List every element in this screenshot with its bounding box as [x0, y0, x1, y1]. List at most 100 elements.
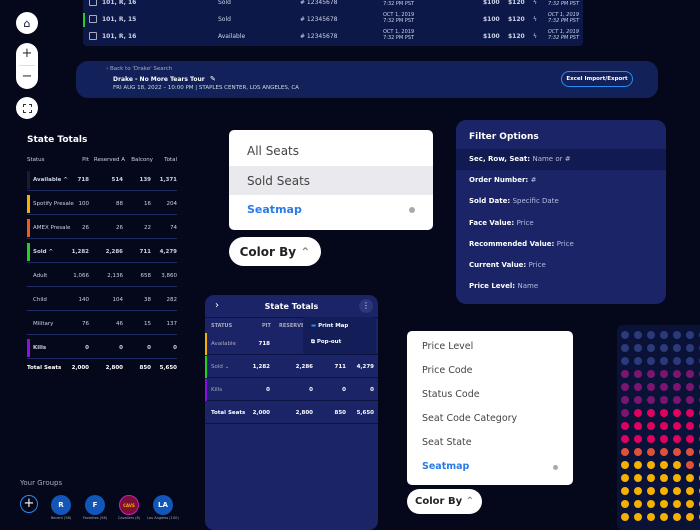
add-group-button[interactable]: +: [20, 495, 38, 513]
seat-dot[interactable]: [634, 435, 642, 443]
filter-field[interactable]: Recommended Value: Price: [456, 234, 666, 255]
seatmap[interactable]: [617, 325, 700, 530]
seat-dot[interactable]: [686, 513, 694, 521]
state-row[interactable]: Military 76 46 15 137: [27, 313, 177, 335]
seat-dot[interactable]: [660, 383, 668, 391]
seat-dot[interactable]: [634, 370, 642, 378]
seat-dot[interactable]: [660, 487, 668, 495]
seat-dot[interactable]: [634, 331, 642, 339]
seat-dot[interactable]: [660, 370, 668, 378]
row-checkbox[interactable]: [89, 32, 97, 40]
seat-dot[interactable]: [673, 383, 681, 391]
menu-print-map[interactable]: ▬ Print Map: [311, 323, 348, 329]
filter-field[interactable]: Order Number: #: [456, 170, 666, 191]
row-checkbox[interactable]: [89, 15, 97, 23]
state-row[interactable]: Kills 0 0 0 0: [27, 337, 177, 359]
seat-dot[interactable]: [634, 513, 642, 521]
seat-dot[interactable]: [634, 383, 642, 391]
seat-dot[interactable]: [673, 513, 681, 521]
seat-dot[interactable]: [647, 422, 655, 430]
seat-dot[interactable]: [647, 513, 655, 521]
state-row[interactable]: Adult 1,066 2,136 658 3,860: [27, 265, 177, 287]
seat-dot[interactable]: [660, 344, 668, 352]
option-all-seats[interactable]: All Seats: [247, 144, 300, 158]
seat-dot[interactable]: [686, 487, 694, 495]
seat-dot[interactable]: [673, 474, 681, 482]
color-by-option[interactable]: Status Code: [422, 389, 480, 400]
filter-field[interactable]: Face Value: Price: [456, 213, 666, 234]
row-checkbox[interactable]: [89, 0, 97, 6]
zoom-in-button[interactable]: +: [21, 46, 33, 61]
seat-dot[interactable]: [621, 331, 629, 339]
seat-dot[interactable]: [634, 461, 642, 469]
seat-dot[interactable]: [686, 383, 694, 391]
state-row[interactable]: Sold ^ 1,282 2,286 711 4,279: [27, 241, 177, 263]
seat-dot[interactable]: [634, 422, 642, 430]
seat-dot[interactable]: [621, 448, 629, 456]
seat-dot[interactable]: [621, 383, 629, 391]
option-sold-seats[interactable]: Sold Seats: [247, 174, 311, 188]
seat-dot[interactable]: [660, 409, 668, 417]
seat-dot[interactable]: [621, 357, 629, 365]
table-row[interactable]: 101, R, 16 Available # 12345678 $100 $120 OCT…: [83, 28, 583, 45]
color-by-option[interactable]: Price Level: [422, 341, 474, 352]
option-seatmap[interactable]: Seatmap: [247, 203, 302, 216]
filter-field[interactable]: Current Value: Price: [456, 255, 666, 276]
seat-dot[interactable]: [634, 474, 642, 482]
seat-dot[interactable]: [621, 500, 629, 508]
seat-dot[interactable]: [686, 396, 694, 404]
seat-dot[interactable]: [686, 461, 694, 469]
seat-dot[interactable]: [634, 487, 642, 495]
seat-dot[interactable]: [647, 448, 655, 456]
back-link[interactable]: ‹ Back to 'Drake' Search: [106, 66, 173, 72]
panel-total-row[interactable]: Total Seats 2,000 2,800 850 5,650: [205, 402, 378, 424]
group-avatar[interactable]: F: [85, 495, 105, 515]
color-by-option[interactable]: Price Code: [422, 365, 473, 376]
seat-dot[interactable]: [673, 461, 681, 469]
seat-dot[interactable]: [660, 461, 668, 469]
seat-dot[interactable]: [634, 448, 642, 456]
panel-state-row[interactable]: Sold ⌄ 1,282 2,286 711 4,279: [205, 356, 378, 378]
seat-dot[interactable]: [621, 409, 629, 417]
seat-dot[interactable]: [660, 448, 668, 456]
seat-dot[interactable]: [647, 435, 655, 443]
group-avatar[interactable]: CAVS: [119, 495, 139, 515]
seat-dot[interactable]: [673, 344, 681, 352]
table-row[interactable]: 101, R, 15 Sold # 12345678 $100 $120 OCT 1, 2…: [83, 11, 583, 28]
seat-dot[interactable]: [686, 409, 694, 417]
seat-dot[interactable]: [647, 461, 655, 469]
seat-dot[interactable]: [647, 357, 655, 365]
seat-dot[interactable]: [647, 500, 655, 508]
seat-dot[interactable]: [673, 370, 681, 378]
seat-dot[interactable]: [647, 344, 655, 352]
seat-dot[interactable]: [686, 500, 694, 508]
seat-dot[interactable]: [660, 396, 668, 404]
seat-dot[interactable]: [673, 448, 681, 456]
color-by-option[interactable]: Seat Code Category: [422, 413, 518, 424]
panel-state-row[interactable]: Available 718: [205, 333, 378, 355]
seat-dot[interactable]: [660, 435, 668, 443]
edit-icon[interactable]: ✎: [210, 75, 216, 83]
seat-dot[interactable]: [686, 331, 694, 339]
select-area-button[interactable]: [16, 97, 38, 119]
seat-dot[interactable]: [634, 396, 642, 404]
seat-dot[interactable]: [673, 396, 681, 404]
chevron-right-icon[interactable]: ›: [215, 300, 219, 311]
seat-dot[interactable]: [621, 422, 629, 430]
seat-dot[interactable]: [660, 500, 668, 508]
group-avatar[interactable]: R: [51, 495, 71, 515]
seat-dot[interactable]: [686, 422, 694, 430]
seat-dot[interactable]: [673, 409, 681, 417]
seat-dot[interactable]: [647, 331, 655, 339]
seat-dot[interactable]: [621, 461, 629, 469]
home-button[interactable]: ⌂: [16, 12, 38, 34]
excel-import-export-button[interactable]: Excel Import/Export: [561, 71, 633, 87]
seat-dot[interactable]: [621, 344, 629, 352]
total-row[interactable]: Total Seats 2,000 2,800 850 5,650: [27, 357, 177, 379]
seat-dot[interactable]: [634, 344, 642, 352]
seat-dot[interactable]: [686, 370, 694, 378]
group-avatar[interactable]: LA: [153, 495, 173, 515]
seat-dot[interactable]: [660, 357, 668, 365]
zoom-out-button[interactable]: −: [21, 69, 33, 84]
seat-dot[interactable]: [621, 435, 629, 443]
